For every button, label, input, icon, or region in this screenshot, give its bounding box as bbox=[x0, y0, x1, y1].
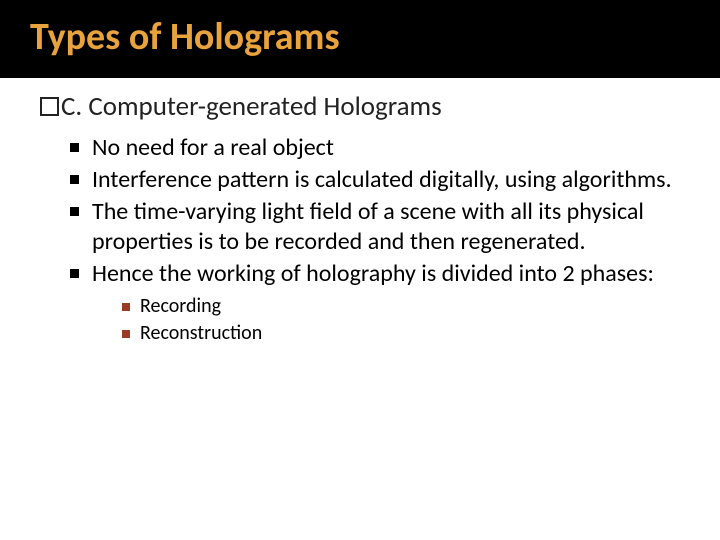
bullet-text: The time-varying light field of a scene … bbox=[92, 197, 644, 256]
slide-content: C. Computer-generated Holograms No need … bbox=[0, 78, 720, 347]
bullet-text: Hence the working of holography is divid… bbox=[92, 259, 654, 288]
title-bar: Types of Holograms bbox=[0, 0, 720, 78]
list-item: Hence the working of holography is divid… bbox=[70, 259, 680, 347]
list-item: No need for a real object bbox=[70, 133, 680, 163]
list-item: Reconstruction bbox=[122, 320, 680, 347]
list-item: Interference pattern is calculated digit… bbox=[70, 165, 680, 195]
subhead-text: Computer-generated Holograms bbox=[88, 90, 441, 123]
subhead-prefix: C. bbox=[61, 90, 82, 123]
slide-title: Types of Holograms bbox=[30, 14, 690, 60]
bullet-text: Interference pattern is calculated digit… bbox=[92, 165, 672, 194]
sub-bullet-list: Recording Reconstruction bbox=[92, 293, 680, 347]
subbullet-text: Reconstruction bbox=[140, 321, 262, 345]
checkbox-icon bbox=[40, 97, 59, 116]
subheading: C. Computer-generated Holograms bbox=[40, 90, 680, 123]
bullet-text: No need for a real object bbox=[92, 133, 334, 162]
bullet-list: No need for a real object Interference p… bbox=[40, 133, 680, 347]
subbullet-text: Recording bbox=[140, 294, 221, 318]
list-item: The time-varying light field of a scene … bbox=[70, 197, 680, 257]
list-item: Recording bbox=[122, 293, 680, 320]
